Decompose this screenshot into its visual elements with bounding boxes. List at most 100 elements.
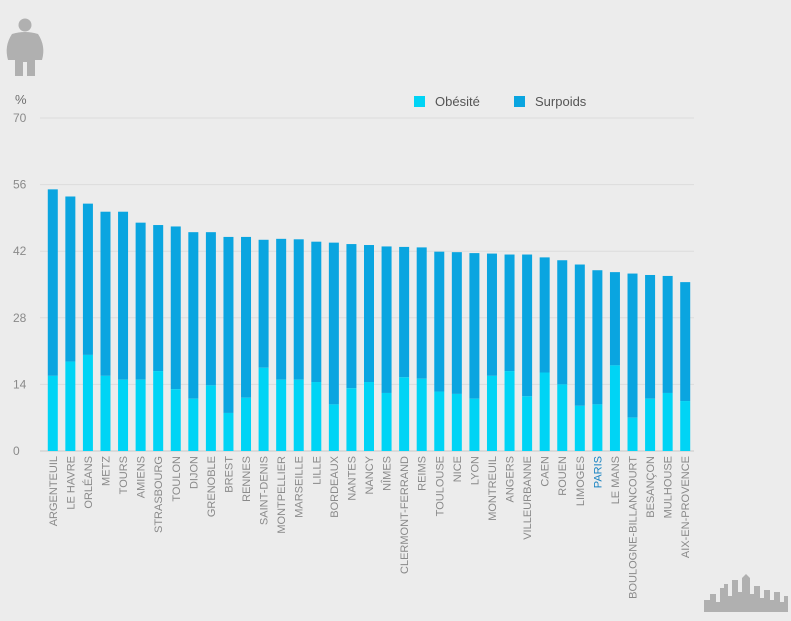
bar-obesite	[223, 412, 234, 451]
x-axis-label: ANGERS	[505, 456, 517, 502]
bar-obesite	[241, 397, 252, 451]
bar-obesite	[153, 371, 164, 451]
bar-surpoids	[65, 196, 76, 362]
x-axis-label: MONTREUIL	[487, 456, 499, 521]
y-tick-label: 42	[13, 244, 27, 258]
x-axis-labels: ARGENTEUIL LE HAVRE ORLÉANS METZ TOURS AMIENS…	[48, 455, 692, 598]
x-axis-label: GRENOBLE	[206, 456, 218, 517]
y-tick-label: 0	[13, 444, 20, 458]
bar-obesite	[557, 384, 568, 451]
y-tick-label: 56	[13, 178, 27, 192]
bar-obesite	[522, 396, 533, 451]
bar-obesite	[486, 375, 497, 451]
legend-label-obesite: Obésité	[435, 94, 480, 109]
x-axis-label: MONTPELLIER	[276, 456, 288, 534]
y-axis-ticks: 0 14 28 42 56 70	[13, 111, 27, 458]
x-axis-label: CLERMONT-FERRAND	[399, 456, 411, 574]
bar-obesite	[399, 377, 410, 451]
bar-surpoids	[170, 226, 181, 390]
bar-surpoids	[522, 254, 533, 397]
bar-obesite	[170, 389, 181, 451]
gridlines	[40, 117, 694, 452]
bar-surpoids	[100, 211, 111, 376]
bar-surpoids	[135, 222, 146, 380]
bar-obesite	[82, 354, 93, 451]
x-axis-label: LYON	[469, 456, 481, 485]
legend-swatch-obesite	[414, 96, 425, 107]
bar-obesite	[539, 372, 550, 451]
bar-obesite	[258, 367, 269, 451]
bar-obesite	[469, 398, 480, 451]
bar-surpoids	[188, 232, 199, 399]
bar-obesite	[135, 379, 146, 451]
y-unit-label: %	[15, 92, 27, 107]
x-axis-label: MARSEILLE	[294, 456, 306, 518]
x-axis-label: LE HAVRE	[65, 456, 77, 510]
bar-obesite	[504, 371, 515, 451]
x-axis-label: AMIENS	[136, 456, 148, 498]
x-axis-label: TOULON	[171, 456, 183, 502]
bar-surpoids	[416, 247, 427, 379]
bar-obesite	[311, 382, 322, 451]
bar-surpoids	[539, 257, 550, 373]
bar-obesite	[662, 392, 673, 451]
x-axis-label: NICE	[452, 456, 464, 482]
legend: Obésité Surpoids	[414, 94, 587, 109]
bar-obesite	[188, 398, 199, 451]
x-axis-label: BORDEAUX	[329, 455, 341, 517]
x-axis-label: LILLE	[311, 456, 323, 485]
bar-obesite	[627, 417, 638, 451]
bar-surpoids	[399, 246, 410, 378]
x-axis-label: CAEN	[540, 456, 552, 487]
bar-surpoids	[311, 241, 322, 383]
x-axis-label: NÎMES	[381, 456, 394, 491]
city-skyline-icon	[704, 574, 788, 612]
x-axis-label: ROUEN	[557, 456, 569, 496]
bar-obesite	[364, 382, 374, 451]
bar-surpoids	[592, 270, 603, 405]
x-axis-label: DIJON	[188, 456, 200, 489]
bar-obesite	[276, 379, 287, 451]
x-axis-label: BREST	[223, 456, 235, 493]
x-axis-label: AIX-EN-PROVENCE	[680, 456, 692, 558]
bar-obesite	[381, 392, 392, 451]
x-axis-label: LIMOGES	[575, 456, 587, 506]
bar-surpoids	[118, 211, 129, 380]
legend-label-surpoids: Surpoids	[535, 94, 587, 109]
bar-surpoids	[328, 242, 339, 405]
bar-surpoids	[557, 260, 568, 385]
x-axis-label: ORLÉANS	[82, 456, 95, 509]
bar-surpoids	[205, 232, 216, 386]
x-axis-label: LE MANS	[610, 456, 622, 504]
y-tick-label: 14	[13, 377, 27, 391]
x-axis-label: ARGENTEUIL	[48, 456, 60, 526]
bar-obesite	[416, 378, 427, 451]
x-axis-label: MULHOUSE	[663, 456, 675, 518]
y-tick-label: 28	[13, 311, 27, 325]
bar-obesite	[65, 361, 76, 451]
x-axis-label: SAINT-DENIS	[259, 456, 271, 525]
legend-swatch-surpoids	[514, 96, 525, 107]
bar-surpoids	[627, 273, 638, 418]
x-axis-label: METZ	[100, 456, 112, 486]
bar-surpoids	[241, 236, 252, 398]
bar-obesite	[645, 398, 656, 451]
bar-obesite	[118, 379, 129, 451]
x-axis-label: BESANÇON	[645, 456, 657, 518]
bar-obesite	[47, 375, 58, 451]
bar-obesite	[328, 404, 339, 451]
bar-surpoids	[451, 252, 462, 394]
bar-obesite	[100, 375, 111, 451]
x-axis-label: TOURS	[118, 456, 130, 494]
bar-obesite	[434, 391, 445, 451]
x-axis-label: NANCY	[364, 455, 376, 494]
bar-obesite	[293, 379, 304, 451]
bar-surpoids	[680, 282, 691, 402]
bar-obesite	[346, 388, 357, 451]
x-axis-label: BOULOGNE-BILLANCOURT	[628, 456, 640, 599]
bar-surpoids	[293, 239, 304, 380]
bar-surpoids	[504, 254, 515, 372]
bar-surpoids	[381, 246, 392, 393]
x-axis-label: TOULOUSE	[434, 456, 446, 516]
